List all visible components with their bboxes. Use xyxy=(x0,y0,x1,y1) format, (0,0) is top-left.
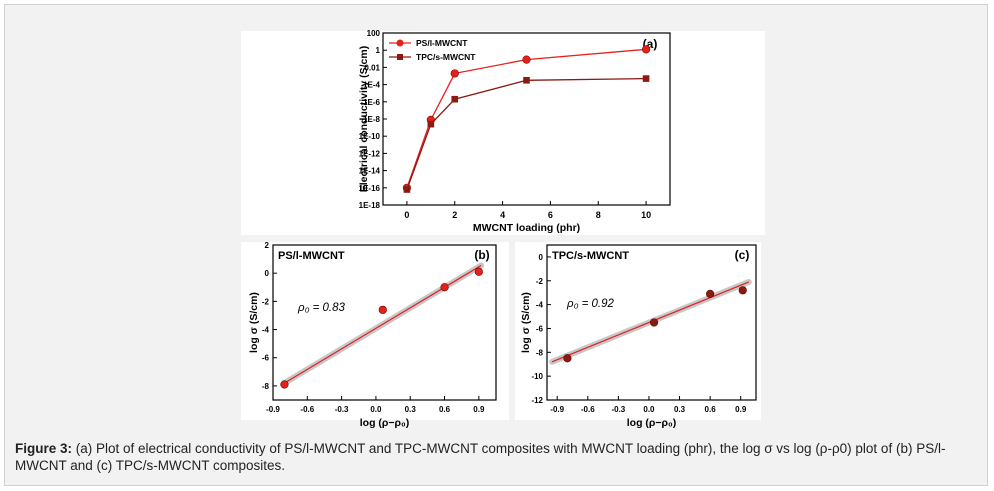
figure-plots: 0 2 4 6 8 10 100 1 0.01 1E-4 1E-6 1E-8 1E-10 1E-12 1E-… xyxy=(241,29,765,429)
y-tick-label: 1E-16 xyxy=(359,184,381,193)
x-tick-label: 10 xyxy=(641,210,651,220)
y-tick-label: -10 xyxy=(531,372,543,381)
legend-marker xyxy=(396,39,404,47)
x-axis-label: MWCNT loading (phr) xyxy=(473,222,580,234)
y-tick-label: 100 xyxy=(367,29,381,38)
figure-caption: Figure 3: (a) Plot of electrical conduct… xyxy=(15,440,975,474)
y-tick-label: 0 xyxy=(265,269,270,278)
caption-label: Figure 3: xyxy=(15,441,73,456)
x-tick-label: -0.6 xyxy=(300,405,314,414)
chart-a: 0 2 4 6 8 10 100 1 0.01 1E-4 1E-6 1E-8 1E-10 1E-12 1E-… xyxy=(241,29,765,235)
caption-text: (a) Plot of electrical conductivity of P… xyxy=(15,441,946,473)
x-tick-label: 0.6 xyxy=(705,405,717,414)
data-point xyxy=(563,354,572,363)
y-tick-label: 1E-6 xyxy=(363,98,380,107)
data-point xyxy=(451,95,459,103)
y-tick-label: -6 xyxy=(262,354,270,363)
y-tick-label: -2 xyxy=(262,297,270,306)
y-tick-label: 0 xyxy=(539,253,544,262)
data-point xyxy=(738,286,747,295)
x-tick-label: -0.3 xyxy=(611,405,625,414)
y-tick-label: 1E-4 xyxy=(363,81,380,90)
legend-entry: PS/l-MWCNT xyxy=(416,38,468,48)
y-tick-label: -6 xyxy=(536,324,544,333)
y-tick-label: 0.01 xyxy=(364,63,380,72)
data-point xyxy=(649,318,659,327)
x-tick-label: 6 xyxy=(548,210,553,220)
data-point xyxy=(474,267,483,276)
y-tick-label: -8 xyxy=(262,382,270,391)
data-point xyxy=(378,305,387,314)
x-tick-label: -0.9 xyxy=(550,405,564,414)
rho-annotation: ρ₀ = 0.92 xyxy=(566,298,615,310)
x-tick-label: 0.6 xyxy=(439,405,451,414)
y-tick-label: 1E-12 xyxy=(359,149,381,158)
x-tick-label: 0.9 xyxy=(473,405,485,414)
data-point xyxy=(522,55,531,64)
panel-label: (b) xyxy=(474,248,489,262)
y-tick-label: -2 xyxy=(536,277,544,286)
x-tick-label: -0.3 xyxy=(335,405,349,414)
x-tick-label: 0.9 xyxy=(735,405,747,414)
data-point xyxy=(641,45,651,54)
y-tick-label: -4 xyxy=(536,301,544,310)
x-tick-label: 0 xyxy=(404,210,409,220)
data-point xyxy=(642,75,650,82)
legend-marker xyxy=(397,54,403,60)
x-axis-label: log (ρ−ρ₀) xyxy=(627,417,677,429)
chart-c: -0.9 -0.6 -0.3 0.0 0.3 0.6 0.9 0 -2 -4 -6 -8 -10 -12 l… xyxy=(515,242,761,429)
x-tick-label: -0.6 xyxy=(581,405,595,414)
x-tick-label: 2 xyxy=(452,210,457,220)
y-tick-label: 1E-10 xyxy=(359,132,381,141)
y-tick-label: 2 xyxy=(265,241,270,250)
data-point xyxy=(280,380,289,389)
x-axis-label: log (ρ−ρ₀) xyxy=(360,417,410,429)
data-point xyxy=(523,77,530,84)
panel-label: (c) xyxy=(735,248,750,262)
y-tick-label: 1E-8 xyxy=(363,115,380,124)
y-tick-label: 1E-18 xyxy=(359,201,381,210)
x-tick-label: -0.9 xyxy=(266,405,280,414)
data-point xyxy=(427,120,435,128)
chart-title: PS/l-MWCNT xyxy=(278,250,345,262)
data-point xyxy=(706,289,715,298)
x-tick-label: 8 xyxy=(596,210,601,220)
figure-panel: 0 2 4 6 8 10 100 1 0.01 1E-4 1E-6 1E-8 1E-10 1E-12 1E-… xyxy=(4,4,988,486)
x-tick-label: 0.3 xyxy=(674,405,686,414)
fit-line xyxy=(284,264,482,384)
y-tick-label: 1E-14 xyxy=(359,167,381,176)
x-tick-label: 4 xyxy=(500,210,505,220)
chart-title: TPC/s-MWCNT xyxy=(552,250,629,262)
plot-frame xyxy=(546,244,757,401)
x-tick-label: 0.0 xyxy=(370,405,382,414)
x-tick-label: 0.0 xyxy=(643,405,655,414)
y-axis-label: log σ (S/cm) xyxy=(520,292,532,353)
data-point xyxy=(403,186,411,193)
chart-b: -0.9 -0.6 -0.3 0.0 0.3 0.6 0.9 2 0 -2 -4 -6 -8 log (ρ… xyxy=(241,241,509,429)
y-tick-label: -12 xyxy=(531,396,543,405)
y-tick-label: 1 xyxy=(376,46,381,55)
legend-entry: TPC/s-MWCNT xyxy=(416,52,476,62)
y-axis-label: log σ (S/cm) xyxy=(248,292,260,353)
x-tick-label: 0.3 xyxy=(405,405,417,414)
data-point xyxy=(450,69,459,78)
y-tick-label: -8 xyxy=(536,348,544,357)
chart-background xyxy=(515,242,761,420)
rho-annotation: ρ₀ = 0.83 xyxy=(297,302,346,314)
y-tick-label: -4 xyxy=(262,326,270,335)
y-axis-label: Electrical conductivity (S/cm) xyxy=(358,46,370,192)
data-point xyxy=(440,283,449,292)
plot-frame xyxy=(272,244,497,401)
